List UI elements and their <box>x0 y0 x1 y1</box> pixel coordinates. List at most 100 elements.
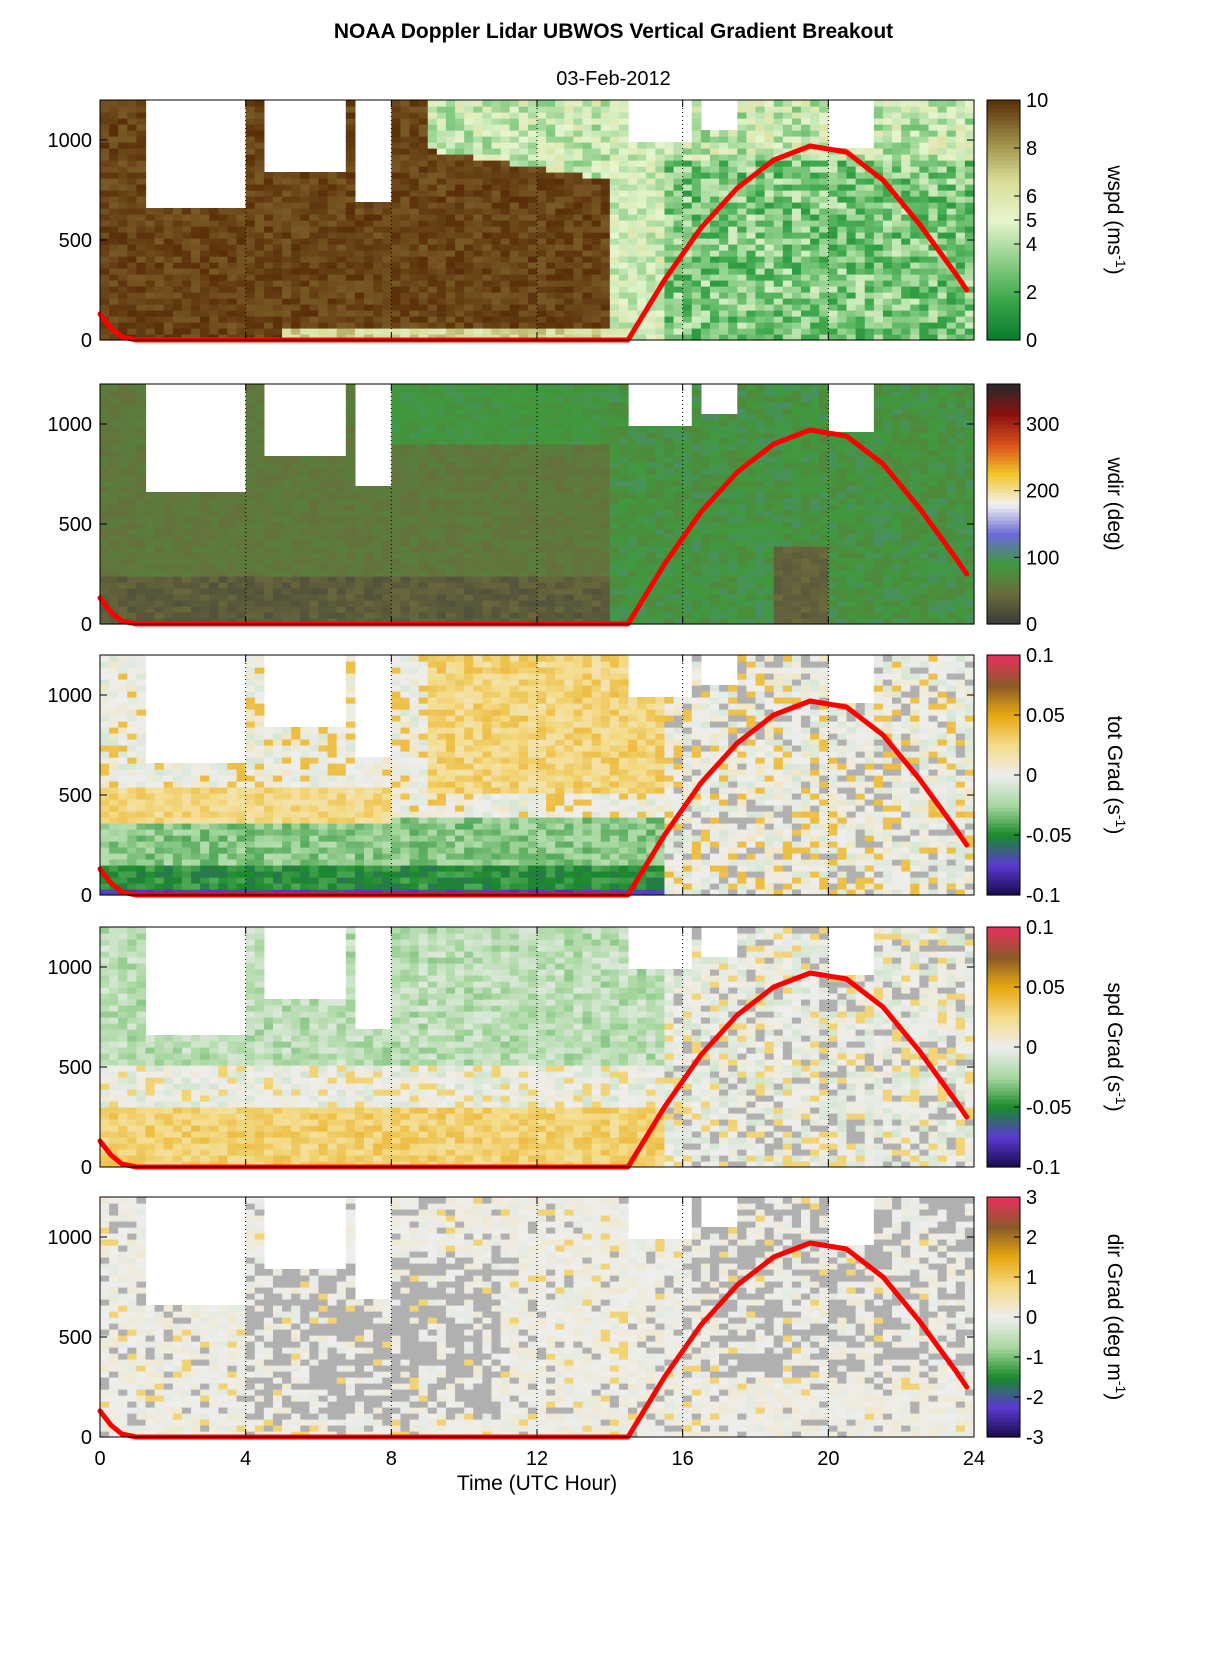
heatmap-cell <box>445 208 456 215</box>
heatmap-cell <box>709 166 720 173</box>
heatmap-cell <box>118 316 128 323</box>
heatmap-cell <box>209 540 219 547</box>
colorbar-tick-label: 2 <box>1026 282 1037 304</box>
heatmap-cell <box>700 310 711 317</box>
heatmap-cell <box>263 304 274 311</box>
heatmap-cell <box>682 262 693 269</box>
heatmap-cell <box>336 172 347 179</box>
heatmap-cell <box>873 202 884 209</box>
heatmap-cell <box>573 112 584 119</box>
heatmap-cell <box>418 232 429 239</box>
heatmap-cell <box>136 142 147 149</box>
heatmap-cell <box>318 202 329 209</box>
heatmap-cell <box>855 262 866 269</box>
heatmap-cell <box>354 214 365 221</box>
heatmap-cell <box>482 322 493 329</box>
heatmap-cell <box>373 606 383 613</box>
heatmap-cell <box>354 600 365 607</box>
heatmap-cell <box>291 184 301 191</box>
heatmap-cell <box>455 576 465 583</box>
heatmap-cell <box>427 522 438 529</box>
heatmap-cell <box>445 600 456 607</box>
heatmap-cell <box>801 208 811 215</box>
heatmap-cell <box>100 160 110 167</box>
heatmap-cell <box>445 118 456 125</box>
heatmap-cell <box>282 322 292 329</box>
heatmap-cell <box>755 286 766 293</box>
heatmap-cell <box>955 244 966 251</box>
heatmap-cell <box>673 238 684 245</box>
heatmap-cell <box>373 304 383 311</box>
colorbar-tick-label: 6 <box>1026 186 1037 208</box>
heatmap-cell <box>646 172 656 179</box>
heatmap-cell <box>236 214 247 221</box>
heatmap-cell <box>418 432 429 439</box>
heatmap-cell <box>109 498 119 505</box>
heatmap-cell <box>427 274 438 281</box>
heatmap-cell <box>336 588 347 595</box>
heatmap-cell <box>136 112 147 119</box>
heatmap-cell <box>746 298 757 305</box>
heatmap-cell <box>436 190 447 197</box>
heatmap-cell <box>445 552 456 559</box>
heatmap-cell <box>345 426 356 433</box>
heatmap-cell <box>791 154 802 161</box>
heatmap-cell <box>327 280 338 287</box>
heatmap-cell <box>810 214 820 221</box>
heatmap-cell <box>555 262 565 269</box>
heatmap-cell <box>291 274 301 281</box>
heatmap-cell <box>600 112 611 119</box>
colorbar-swatch <box>987 252 1020 257</box>
heatmap-cell <box>518 438 529 445</box>
heatmap-cell <box>491 450 502 457</box>
heatmap-cell <box>100 124 110 131</box>
heatmap-cell <box>600 244 611 251</box>
heatmap-cell <box>118 172 128 179</box>
heatmap-cell <box>464 462 474 469</box>
heatmap-cell <box>882 268 893 275</box>
heatmap-cell <box>436 118 447 125</box>
heatmap-cell <box>737 280 747 287</box>
heatmap-cell <box>391 594 402 601</box>
heatmap-cell <box>181 208 192 215</box>
heatmap-cell <box>327 456 338 463</box>
heatmap-cell <box>254 468 265 475</box>
heatmap-cell <box>309 534 320 541</box>
heatmap-cell <box>282 172 292 179</box>
heatmap-cell <box>518 486 529 493</box>
heatmap-cell <box>628 250 638 257</box>
heatmap-cell <box>955 196 966 203</box>
heatmap-cell <box>109 250 119 257</box>
heatmap-cell <box>127 552 138 559</box>
heatmap-cell <box>100 408 110 415</box>
heatmap-cell <box>309 522 320 529</box>
heatmap-cell <box>591 106 602 113</box>
heatmap-cell <box>700 274 711 281</box>
heatmap-cell <box>810 190 820 197</box>
heatmap-cell <box>345 328 356 335</box>
heatmap-cell <box>892 172 902 179</box>
heatmap-cell <box>172 226 183 233</box>
heatmap-cell <box>473 528 483 535</box>
heatmap-cell <box>728 130 738 137</box>
heatmap-cell <box>618 262 629 269</box>
heatmap-cell <box>191 256 201 263</box>
heatmap-cell <box>473 570 483 577</box>
heatmap-cell <box>300 498 310 505</box>
heatmap-cell <box>427 414 438 421</box>
heatmap-cell <box>819 286 829 293</box>
heatmap-cell <box>764 220 775 227</box>
heatmap-cell <box>882 124 893 131</box>
heatmap-cell <box>955 124 966 131</box>
heatmap-cell <box>609 166 620 173</box>
heatmap-cell <box>191 286 201 293</box>
heatmap-cell <box>482 510 493 517</box>
heatmap-cell <box>609 214 620 221</box>
heatmap-cell <box>445 450 456 457</box>
heatmap-cell <box>801 280 811 287</box>
heatmap-cell <box>892 250 902 257</box>
heatmap-cell <box>218 310 229 317</box>
heatmap-cell <box>118 480 128 487</box>
heatmap-cell <box>409 396 420 403</box>
